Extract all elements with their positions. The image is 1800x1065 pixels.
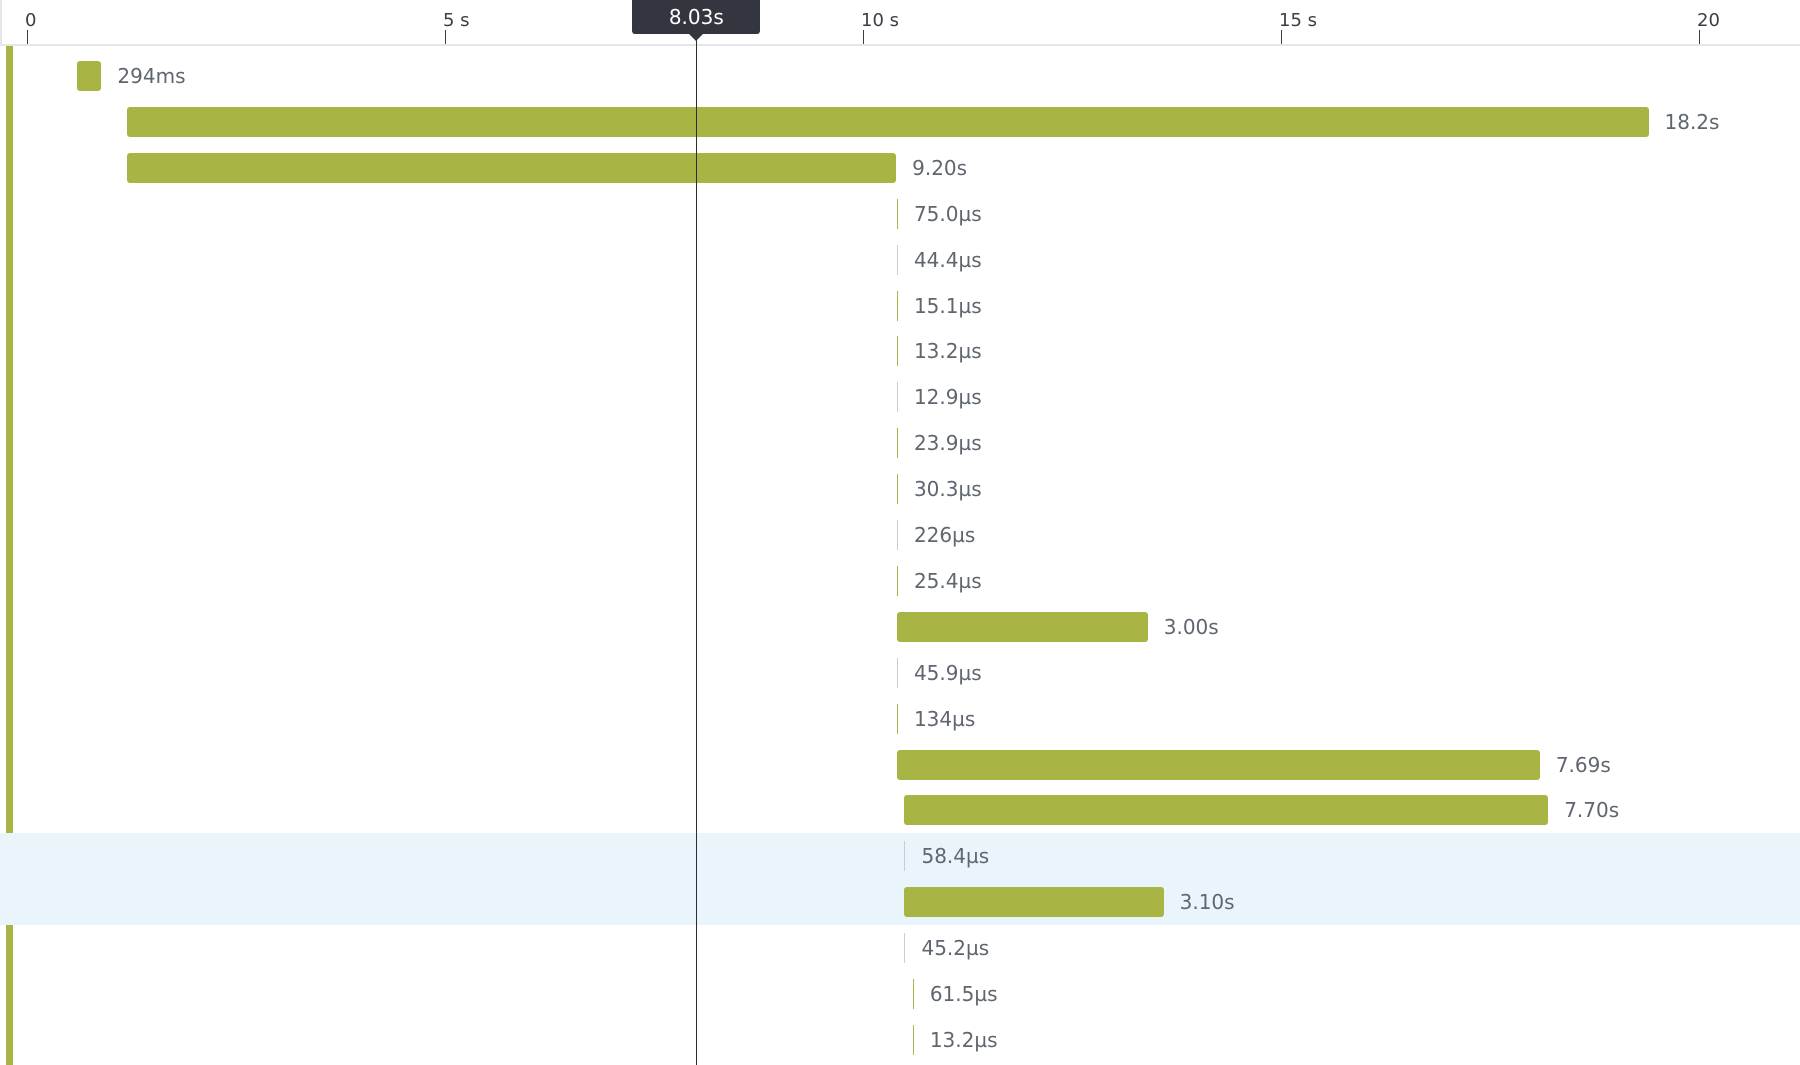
span-marker[interactable] <box>896 290 898 321</box>
span-marker[interactable] <box>896 565 898 596</box>
span-duration-label: 45.9µs <box>913 660 982 685</box>
tick-label: 10 s <box>861 10 900 31</box>
span-duration-label: 7.69s <box>1555 752 1611 777</box>
span-duration-label: 15.1µs <box>913 293 982 318</box>
span-marker[interactable] <box>896 520 898 550</box>
span-marker[interactable] <box>896 703 898 734</box>
span-marker[interactable] <box>904 933 906 964</box>
span-duration-label: 25.4µs <box>913 568 982 593</box>
tick-mark <box>1699 30 1700 44</box>
span-bar[interactable] <box>76 61 102 91</box>
span-bar[interactable] <box>904 795 1549 826</box>
span-duration-label: 13.2µs <box>913 339 982 364</box>
span-bar[interactable] <box>896 611 1148 642</box>
span-marker[interactable] <box>896 428 898 459</box>
span-duration-label: 3.00s <box>1163 614 1219 639</box>
span-duration-label: 61.5µs <box>929 982 998 1006</box>
span-duration-label: 75.0µs <box>913 201 982 226</box>
span-duration-label: 23.9µs <box>913 431 982 456</box>
tick-mark <box>863 30 864 44</box>
span-marker[interactable] <box>896 336 898 367</box>
row-highlight <box>0 879 1800 926</box>
span-bar[interactable] <box>904 887 1164 918</box>
span-bar[interactable] <box>126 106 1649 137</box>
span-duration-label: 7.70s <box>1564 798 1620 823</box>
span-bar[interactable] <box>896 749 1540 780</box>
span-duration-label: 18.2s <box>1664 109 1720 134</box>
span-marker[interactable] <box>896 657 898 688</box>
span-duration-label: 58.4µs <box>921 844 990 869</box>
span-marker[interactable] <box>896 198 898 229</box>
span-duration-label: 226µs <box>913 523 976 547</box>
tick-label: 20 <box>1697 10 1720 31</box>
tick-mark <box>445 30 446 44</box>
span-duration-label: 13.2µs <box>929 1027 998 1052</box>
time-axis: 0 5 s 10 s 15 s 20 <box>0 0 1800 46</box>
span-duration-label: 45.2µs <box>921 936 990 961</box>
span-marker[interactable] <box>912 979 914 1009</box>
tick-label: 5 s <box>443 10 470 31</box>
root-span-indicator <box>6 46 13 1065</box>
tick-label: 0 <box>25 10 37 31</box>
span-marker[interactable] <box>912 1024 914 1055</box>
span-duration-label: 30.3µs <box>913 477 982 502</box>
span-bar[interactable] <box>126 152 897 183</box>
span-marker[interactable] <box>896 244 898 275</box>
tick-mark <box>27 30 28 44</box>
tick-label: 15 s <box>1279 10 1318 31</box>
span-marker[interactable] <box>904 841 906 872</box>
span-duration-label: 44.4µs <box>913 247 982 272</box>
row-highlight <box>0 833 1800 880</box>
span-duration-label: 134µs <box>913 706 976 731</box>
tick-mark <box>1281 30 1282 44</box>
time-cursor-line[interactable] <box>696 30 698 1065</box>
span-duration-label: 12.9µs <box>913 385 982 410</box>
span-marker[interactable] <box>896 474 898 505</box>
span-duration-label: 9.20s <box>912 155 968 180</box>
span-marker[interactable] <box>896 382 898 413</box>
span-duration-label: 3.10s <box>1179 890 1235 915</box>
time-cursor-label: 8.03s <box>632 0 761 41</box>
span-duration-label: 294ms <box>117 64 186 88</box>
